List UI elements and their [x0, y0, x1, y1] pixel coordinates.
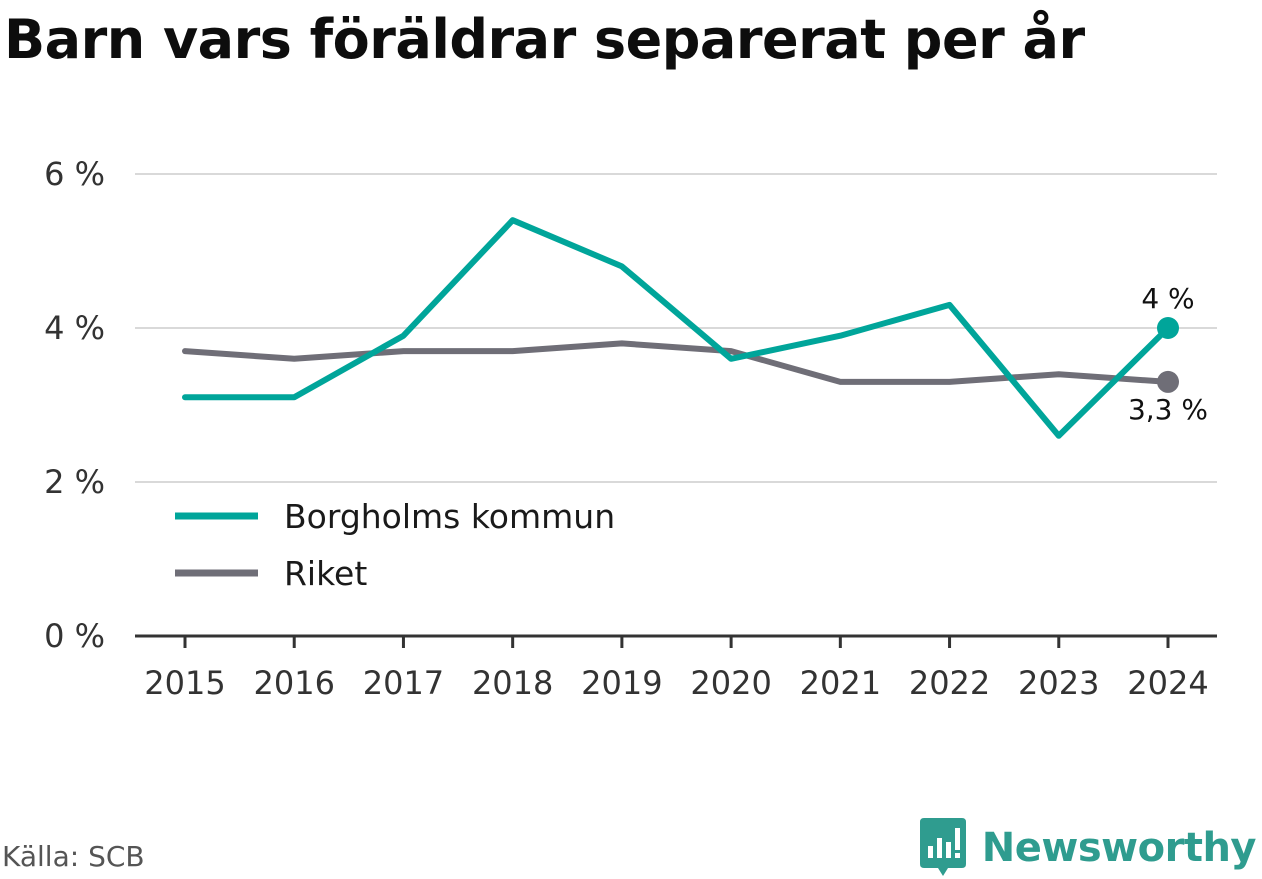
x-tick-label: 2022	[909, 664, 990, 702]
x-axis: 2015 2016 2017 2018 2019 2020 2021 2022 2023 2024	[135, 634, 1217, 702]
x-tick-label: 2021	[800, 664, 881, 702]
line-chart: 0 % 2 % 4 % 6 % 2015 2016 2017 2018 2019 2020 202…	[44, 155, 1217, 702]
end-point-marker	[1157, 317, 1179, 339]
x-tick-label: 2024	[1127, 664, 1208, 702]
newsworthy-logo-icon	[919, 818, 966, 876]
y-tick-label: 0 %	[44, 617, 105, 655]
legend: Borgholms kommun Riket	[175, 497, 615, 593]
legend-label: Borgholms kommun	[284, 497, 615, 536]
chart-title: Barn vars föräldrar separerat per år	[4, 8, 1085, 71]
x-tick-label: 2015	[144, 664, 225, 702]
source-note: Källa: SCB	[2, 840, 145, 873]
y-tick-label: 6 %	[44, 155, 105, 193]
x-tick-label: 2017	[363, 664, 444, 702]
series-line-riket	[182, 340, 1171, 385]
end-label-riket: 3,3 %	[1128, 393, 1208, 426]
legend-label: Riket	[284, 554, 367, 593]
y-tick-label: 4 %	[44, 309, 105, 347]
grid-lines	[135, 173, 1217, 483]
y-tick-label: 2 %	[44, 463, 105, 501]
x-tick-label: 2016	[254, 664, 335, 702]
series-lines: 4 % 3,3 %	[182, 217, 1208, 439]
x-tick-label: 2019	[581, 664, 662, 702]
x-tick-label: 2023	[1018, 664, 1099, 702]
series-line-borgholm	[182, 217, 1171, 439]
end-label-borgholm: 4 %	[1141, 282, 1194, 315]
brand-logo: Newsworthy	[918, 818, 1257, 878]
brand-name: Newsworthy	[981, 825, 1257, 871]
x-tick-label: 2018	[472, 664, 553, 702]
y-axis-ticks: 0 % 2 % 4 % 6 %	[44, 155, 105, 655]
end-point-marker	[1157, 370, 1179, 393]
x-tick-label: 2020	[690, 664, 771, 702]
